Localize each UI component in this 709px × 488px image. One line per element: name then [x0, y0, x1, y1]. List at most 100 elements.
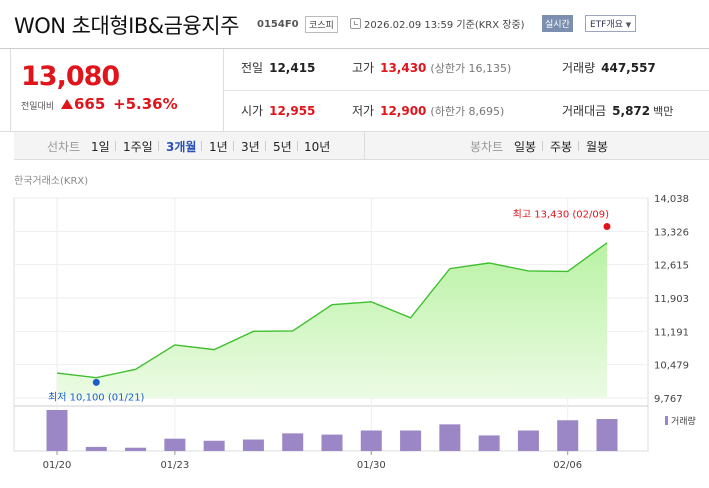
volume-bar: [478, 435, 500, 451]
volume-bar: [596, 419, 618, 451]
tab-separator: [542, 141, 543, 151]
y-tick-label: 9,767: [654, 394, 683, 405]
clock-icon: [350, 18, 361, 29]
market-badge: 코스피: [305, 16, 338, 33]
chevron-down-icon: ▼: [625, 21, 632, 29]
tab-separator: [201, 141, 202, 151]
x-tick-label: 01/30: [357, 460, 386, 471]
volume-bar: [282, 433, 304, 451]
stat-open-value: 12,955: [269, 104, 316, 118]
stat-volume-label: 거래량: [562, 61, 596, 75]
price-area-fill: [57, 242, 607, 398]
volume-bar: [400, 430, 422, 451]
high-marker: [603, 222, 611, 230]
stat-high: 고가 13,430 (상한가 16,135): [352, 59, 511, 76]
stock-header: WON 초대형IB&금융지주 0154F0 코스피 2026.02.09 13:…: [0, 0, 709, 48]
stat-high-value: 13,430: [380, 61, 427, 75]
stat-high-label: 고가: [352, 61, 375, 75]
tab-separator: [265, 141, 266, 151]
etf-overview-dropdown[interactable]: ETF개요 ▼: [585, 15, 637, 32]
etf-overview-label: ETF개요: [590, 20, 623, 30]
tab-1week[interactable]: 1주일: [123, 140, 153, 154]
stats-divider: [224, 90, 709, 91]
stat-open: 시가 12,955: [241, 102, 315, 119]
tab-separator: [297, 141, 298, 151]
x-tick-label: 01/23: [160, 460, 189, 471]
stock-title: WON 초대형IB&금융지주: [14, 14, 239, 38]
volume-bar: [242, 439, 264, 451]
volume-bar: [439, 424, 461, 451]
stat-prev-close-value: 12,415: [269, 61, 316, 75]
current-price: 13,080: [21, 61, 120, 92]
stock-code: 0154F0: [257, 19, 299, 30]
tab-3years[interactable]: 3년: [241, 140, 260, 154]
volume-legend-swatch: [665, 416, 668, 425]
up-triangle-icon: [61, 99, 73, 109]
volume-bar: [125, 447, 147, 451]
tab-daily-candle[interactable]: 일봉: [514, 140, 537, 154]
chart-axes: 14,038 13,326 12,615 11,903 11,191 10,479 9,76…: [43, 194, 696, 471]
stat-amount-unit: 백만: [653, 105, 674, 118]
tab-10years[interactable]: 10년: [304, 140, 331, 154]
y-tick-label: 11,903: [654, 294, 689, 305]
tabs-divider: [364, 132, 365, 160]
line-chart-label: 선차트: [47, 140, 81, 154]
stat-prev-close-label: 전일: [241, 61, 264, 75]
tab-3months[interactable]: 3개월: [166, 140, 197, 154]
stat-low-value: 12,900: [380, 104, 427, 118]
stat-volume-value: 447,557: [601, 61, 656, 75]
stat-amount-value: 5,872: [612, 104, 651, 118]
quote-time: 2026.02.09 13:59 기준(KRX 장중): [364, 20, 525, 31]
volume-bar: [164, 438, 186, 451]
price-area: 최고 13,430 (02/09) 최저 10,100 (01/21): [48, 208, 611, 403]
tab-separator: [578, 141, 579, 151]
stat-lower-limit: (하한가 8,695): [430, 105, 505, 118]
stat-amount: 거래대금 5,872 백만: [562, 102, 673, 119]
tab-weekly-candle[interactable]: 주봉: [550, 140, 573, 154]
price-panel: 13,080 전일대비 665 +5.36%: [10, 49, 224, 132]
low-label: 최저 10,100 (01/21): [48, 391, 144, 403]
x-tick-label: 01/20: [43, 460, 72, 471]
low-marker: [92, 378, 100, 386]
high-label: 최고 13,430 (02/09): [513, 208, 609, 220]
change-percent: +5.36%: [113, 95, 178, 113]
tab-1year[interactable]: 1년: [209, 140, 228, 154]
tab-separator: [233, 141, 234, 151]
tab-separator: [115, 141, 116, 151]
volume-bar: [321, 434, 343, 451]
price-line: [56, 242, 608, 379]
tab-monthly-candle[interactable]: 월봉: [586, 140, 609, 154]
volume-bar: [46, 410, 68, 451]
volume-bar: [360, 430, 382, 451]
quote-panel: 13,080 전일대비 665 +5.36% 전일 12,415 시가 12,955…: [0, 48, 709, 132]
volume-bar: [203, 440, 225, 451]
volume-bar: [517, 430, 539, 451]
volume-legend-label: 거래량: [671, 415, 696, 427]
stat-amount-label: 거래대금: [562, 104, 607, 118]
stat-prev-close: 전일 12,415: [241, 59, 315, 76]
tab-1day[interactable]: 1일: [91, 140, 110, 154]
candle-chart-label: 봉차트: [470, 140, 504, 154]
chart-source: 한국거래소(KRX): [14, 176, 89, 187]
chart-period-tabs: 선차트 1일 1주일 3개월 1년 3년 5년 10년 봉차트 일봉 주봉 월봉: [14, 132, 709, 160]
volume-bar: [85, 446, 107, 451]
stat-low: 저가 12,900 (하한가 8,695): [352, 102, 504, 119]
volume-bars: [46, 410, 618, 451]
tab-5years[interactable]: 5년: [273, 140, 292, 154]
change-value: 665: [74, 95, 106, 113]
change-label: 전일대비: [21, 102, 55, 112]
stat-upper-limit: (상한가 16,135): [430, 62, 512, 75]
x-tick-label: 02/06: [553, 460, 582, 471]
stat-low-label: 저가: [352, 104, 375, 118]
stat-open-label: 시가: [241, 104, 264, 118]
y-tick-label: 11,191: [654, 327, 689, 338]
stat-volume: 거래량 447,557: [562, 59, 656, 76]
y-tick-label: 10,479: [654, 361, 689, 372]
y-tick-label: 14,038: [654, 194, 689, 205]
tab-separator: [158, 141, 159, 151]
y-tick-label: 12,615: [654, 261, 689, 272]
realtime-button[interactable]: 실시간: [542, 15, 573, 32]
volume-bar: [557, 420, 579, 451]
y-tick-label: 13,326: [654, 227, 689, 238]
